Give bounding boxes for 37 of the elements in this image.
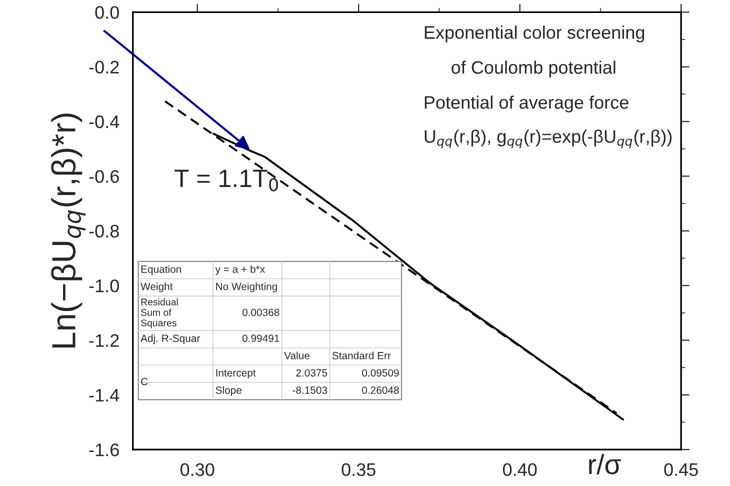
x-tick-label: 0.45 [664,463,698,476]
annotation: of Coulomb potential [452,60,616,78]
y-tick-label: 0.0 [95,6,119,19]
annotation: Adj. R-Squar [140,334,200,344]
annotation: Weight [140,282,173,292]
annotation: Exponential color screening [424,26,644,42]
annotation: 0.26048 [362,386,399,394]
x-tick-label: 0.40 [502,463,537,476]
x-axis-title: r/σ [589,454,621,474]
y-tick-label: -0.2 [89,60,119,74]
annotation: Potential of average force [424,96,628,112]
y-tick-label: -1.0 [89,279,119,292]
y-axis-title: Ln(−βU$_{qq}$(r,β)*r) [51,114,86,348]
y-tick-label: -1.2 [89,334,119,347]
annotation: Standard Err [332,352,391,360]
annotation: No Weighting [216,282,277,292]
y-tick-label: -1.4 [89,388,120,402]
y-tick-label: -0.6 [89,170,119,183]
annotation: Intercept [216,369,256,379]
annotation: y = a + b*x [215,265,265,275]
annotation: T = 1.1T$_{0}$ [174,170,278,192]
annotation: 0.99491 [242,334,280,342]
annotation: 0.00368 [242,308,280,316]
x-tick-label: 0.35 [342,463,376,476]
annotation: Residual Sum of Squares [140,298,178,328]
annotation: Equation [141,265,181,275]
x-tick-label: 0.30 [180,463,214,476]
y-tick-label: -1.6 [89,443,119,456]
annotation: Slope [216,386,242,396]
annotation: Value [284,352,310,360]
annotation: 2.0375 [296,369,328,377]
annotation: 0.09509 [362,369,399,377]
y-tick-label: -0.8 [89,224,119,238]
y-tick-label: -0.4 [89,115,120,128]
annotation: U$_{qq}$(r,β), g$_{qq}$(r)=exp(-βU$_{qq}$(r,β)) [424,130,672,148]
annotation: -8.1503 [292,386,328,394]
annotation: C [141,378,148,386]
